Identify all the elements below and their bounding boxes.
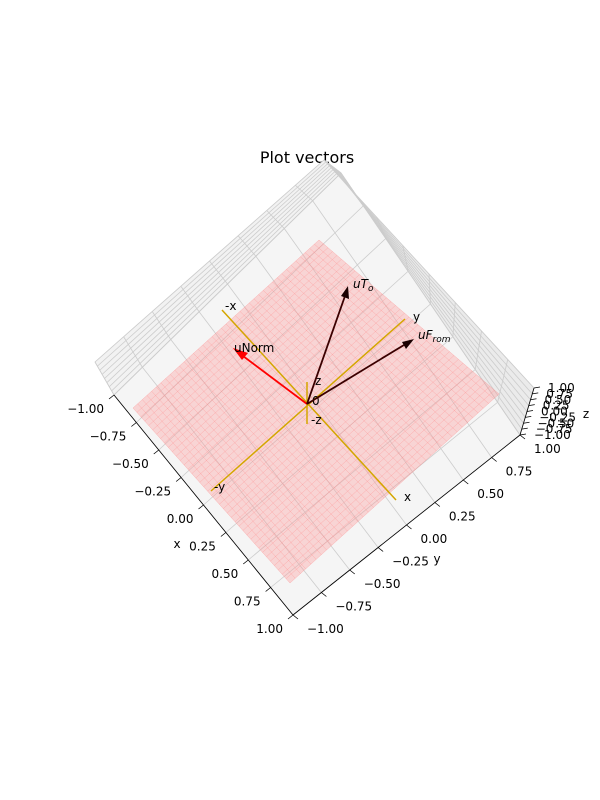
y-axis-line xyxy=(210,318,406,492)
x-axis-label: x xyxy=(173,537,180,551)
x-tick-label: 0.50 xyxy=(212,567,239,581)
y-tick-label: −0.75 xyxy=(335,600,372,614)
vector-unorm-label: uNorm xyxy=(234,341,274,355)
vector-unorm xyxy=(233,348,308,405)
y-tick-label: −1.00 xyxy=(307,622,344,636)
z-tick-label: −0.50 xyxy=(538,416,575,430)
z-tick-label: 0.75 xyxy=(546,387,573,401)
x-tick-label: −0.25 xyxy=(134,485,171,499)
pos-x-label: x xyxy=(404,490,411,504)
z-tick-label: −0.25 xyxy=(539,410,576,424)
z-axis-ticks: 1.000.750.500.250.00−0.25−0.50−0.75−1.00 xyxy=(519,381,576,442)
y-tick-label: 0.00 xyxy=(421,532,448,546)
y-axis-ticks: −1.00 −0.75 −0.50 −0.25 0.000.250.500.751.00 xyxy=(292,434,561,636)
x-tick-label: −0.50 xyxy=(112,457,149,471)
x-axis-ticks: −1.00 −0.75 −0.50 −0.25 0.00 0.25 0.50 0.75 1.00 xyxy=(67,394,294,636)
z-tick-label: 1.00 xyxy=(548,381,575,395)
pos-z-label: z xyxy=(315,374,321,388)
z-tick-label: −1.00 xyxy=(534,428,571,442)
pos-y-label: y xyxy=(413,310,420,324)
vector-ufrom xyxy=(306,339,414,405)
neg-z-label: -z xyxy=(311,413,322,427)
y-tick-label: 1.00 xyxy=(534,442,561,456)
y-tick-label: 0.50 xyxy=(477,487,504,501)
vector-uto-label: uTo xyxy=(353,277,374,294)
vector-uto xyxy=(306,286,349,405)
z-tick-label: 0.00 xyxy=(541,405,568,419)
z-tick-label: −0.75 xyxy=(536,422,573,436)
y-tick-label: 0.25 xyxy=(449,510,476,524)
chart-title: Plot vectors xyxy=(260,148,354,167)
x-tick-label: −0.75 xyxy=(90,430,127,444)
x-tick-label: −1.00 xyxy=(67,402,104,416)
x-tick-label: 0.00 xyxy=(167,512,194,526)
x-tick-label: 1.00 xyxy=(256,622,283,636)
y-tick-label: −0.50 xyxy=(364,577,401,591)
y-tick-label: −0.25 xyxy=(392,555,429,569)
y-axis-label: y xyxy=(433,552,440,566)
neg-x-label: -x xyxy=(225,299,236,313)
y-tick-label: 0.75 xyxy=(506,465,533,479)
origin-label: 0 xyxy=(312,394,320,408)
x-tick-label: 0.75 xyxy=(234,595,261,609)
neg-y-label: -y xyxy=(214,480,225,494)
z-tick-label: 0.50 xyxy=(545,393,572,407)
plane-surface xyxy=(133,240,499,583)
gridlines xyxy=(94,159,535,616)
z-axis-label: z xyxy=(583,407,589,421)
z-tick-label: 0.25 xyxy=(543,399,570,413)
plane-mesh xyxy=(132,239,500,584)
vector-ufrom-label: uFrom xyxy=(418,328,451,345)
x-tick-label: 0.25 xyxy=(189,540,216,554)
